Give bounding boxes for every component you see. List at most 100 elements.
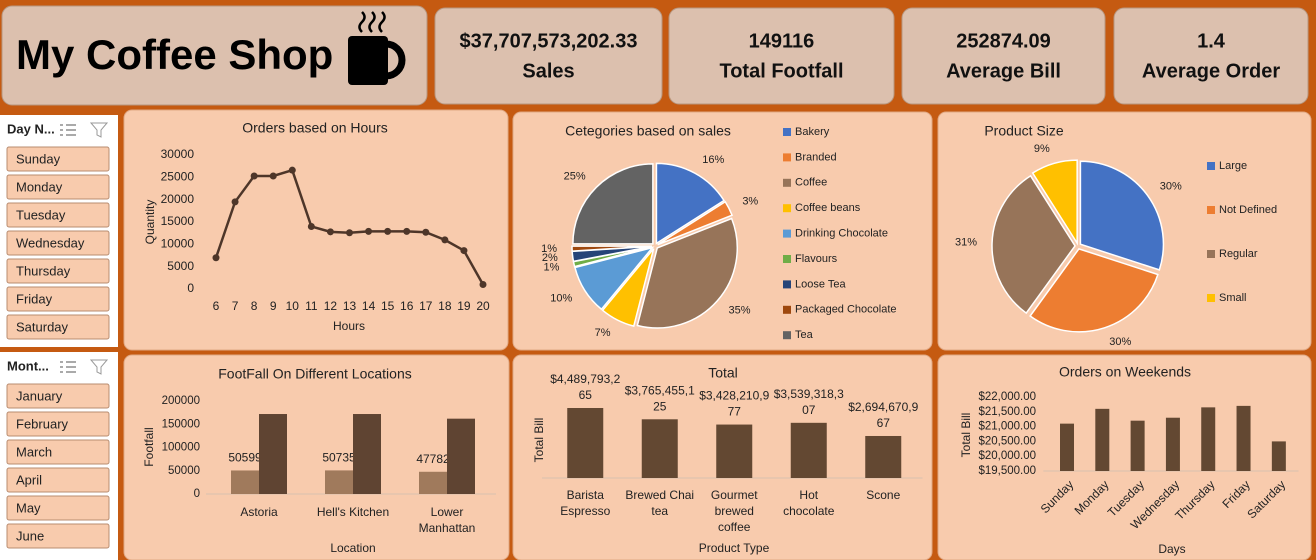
y-tick-label: 5000 [167, 259, 194, 273]
slicer-button[interactable] [6, 523, 110, 549]
slicer-button[interactable] [6, 146, 110, 172]
kpi-label: Sales [522, 60, 574, 82]
y-tick-label: 0 [187, 281, 194, 295]
multi-select-icon[interactable] [60, 361, 76, 373]
line-point [346, 229, 353, 237]
bar [419, 471, 447, 494]
kpi-card [434, 7, 663, 105]
pie-slice [655, 162, 726, 245]
x-tick-label: 6 [213, 299, 220, 313]
y-tick-label: 15000 [161, 214, 195, 228]
line-point [212, 254, 220, 262]
clear-filter-icon[interactable] [89, 359, 109, 375]
data-label: 50599 [228, 451, 262, 465]
pie-label: 35% [729, 305, 751, 317]
y-tick-label: 100000 [162, 442, 200, 454]
kpi-label: Average Order [1142, 60, 1280, 82]
bar [353, 414, 381, 494]
pie-label: 3% [742, 195, 758, 207]
y-axis-title: Total Bill [532, 418, 546, 463]
data-label: $3,428,210,9 77 [699, 389, 769, 419]
pie-slice [1079, 160, 1165, 271]
bar [1130, 420, 1145, 471]
legend-swatch [1207, 206, 1215, 214]
legend-label: Large [1219, 160, 1247, 172]
y-tick-label: $20,500.00 [978, 435, 1036, 447]
y-tick-label: 10000 [161, 237, 195, 251]
slicer-button[interactable] [6, 314, 110, 340]
x-tick-label: Gourmet brewed coffee [711, 488, 758, 534]
legend-label: Packaged Chocolate [795, 304, 897, 316]
x-tick-label: Barista Espresso [560, 488, 610, 518]
slicer-button[interactable] [6, 174, 110, 200]
bar [1165, 417, 1180, 471]
pie-label: 1% [543, 261, 559, 273]
line-point [441, 236, 449, 244]
slicer-button[interactable] [6, 411, 110, 437]
x-tick-label: 20 [476, 299, 490, 313]
chart-bar: FootFall On Different Locations Footfall L… [123, 354, 510, 560]
legend-label: Branded [795, 151, 837, 163]
bar [447, 418, 475, 494]
clear-filter-icon[interactable] [89, 122, 109, 138]
slicer-button[interactable] [6, 230, 110, 256]
x-tick-label: 11 [305, 299, 318, 313]
legend-label: Small [1219, 292, 1247, 304]
bar [567, 408, 604, 478]
x-tick-label: 14 [362, 299, 376, 313]
bar [716, 424, 753, 478]
slicer-item[interactable]: March [16, 444, 52, 459]
slicer-item[interactable]: Saturday [16, 319, 69, 334]
chart-title: Orders based on Hours [242, 120, 388, 136]
y-tick-label: 200000 [162, 395, 200, 407]
x-tick-label: Hot chocolate [783, 488, 835, 518]
pie-label: 30% [1109, 336, 1131, 348]
y-axis-title: Quantity [143, 200, 157, 245]
y-tick-label: 150000 [162, 418, 200, 430]
slicer-button[interactable] [6, 467, 110, 493]
slicer-item[interactable]: June [16, 528, 44, 543]
slicer-item[interactable]: April [16, 472, 42, 487]
pie-slice [1029, 247, 1159, 333]
bar [1095, 408, 1110, 471]
bar [641, 419, 678, 478]
legend-label: Flavours [795, 253, 838, 265]
chart-bar: Total Total Bill Product Type $4,489,793,2 6… [512, 354, 933, 560]
legend-label: Coffee beans [795, 202, 861, 214]
slicer-item[interactable]: Thursday [16, 263, 71, 278]
x-tick-label: 8 [251, 299, 258, 313]
slicer-item[interactable]: Monday [16, 179, 63, 194]
pie-slice [991, 174, 1076, 315]
chart-pie: Cetegories based on sales 16% 3% 35% 7% 10% 1%… [512, 111, 933, 351]
kpi-label: Average Bill [946, 60, 1061, 82]
slicer-title: Day N... [7, 121, 55, 136]
x-tick-label: Hell's Kitchen [317, 505, 389, 519]
data-label: $3,765,455,1 25 [625, 383, 695, 413]
slicer-item[interactable]: Tuesday [16, 207, 66, 222]
slicer-button[interactable] [6, 495, 110, 521]
title-card [1, 5, 428, 106]
x-axis-title: Hours [333, 319, 365, 333]
slicer-button[interactable] [6, 383, 110, 409]
multi-select-icon[interactable] [60, 124, 76, 136]
chart-title: Product Size [984, 123, 1064, 139]
legend-label: Loose Tea [795, 278, 846, 290]
slicer-button[interactable] [6, 286, 110, 312]
x-axis-title: Location [330, 541, 375, 555]
slicer-item[interactable]: February [16, 416, 69, 431]
slicer-item[interactable]: Sunday [16, 151, 61, 166]
slicer-item[interactable]: Wednesday [16, 235, 85, 250]
y-tick-label: $21,000.00 [978, 421, 1036, 433]
chart-title: FootFall On Different Locations [218, 366, 412, 382]
legend-label: Tea [795, 329, 814, 341]
y-tick-label: 20000 [161, 192, 195, 206]
y-tick-label: $22,000.00 [978, 391, 1036, 403]
slicer-item[interactable]: Friday [16, 291, 53, 306]
data-label: $4,489,793,2 65 [550, 372, 620, 402]
slicer-item[interactable]: January [16, 388, 63, 403]
slicer-button[interactable] [6, 439, 110, 465]
slicer-button[interactable] [6, 258, 110, 284]
slicer-button[interactable] [6, 202, 110, 228]
slicer-item[interactable]: May [16, 500, 41, 515]
x-axis-title: Product Type [699, 541, 770, 555]
